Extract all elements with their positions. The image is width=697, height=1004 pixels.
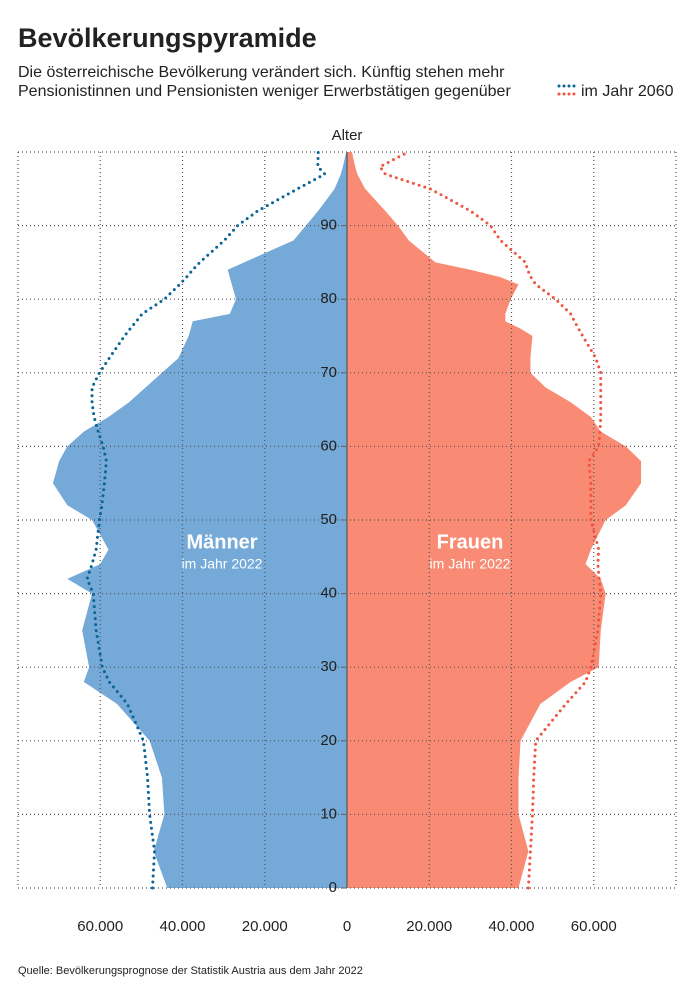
series-sublabel: im Jahr 2022 xyxy=(182,556,263,572)
y-tick-label: 20 xyxy=(320,732,337,749)
series-label: Frauen xyxy=(437,531,504,553)
y-tick-label: 70 xyxy=(320,364,337,381)
series-label: Männer xyxy=(186,531,257,553)
x-tick-label: 20.000 xyxy=(242,918,288,935)
y-axis-label: Alter xyxy=(332,127,363,144)
x-tick-label: 0 xyxy=(343,918,351,935)
x-tick-label: 60.000 xyxy=(77,918,123,935)
y-tick-label: 50 xyxy=(320,511,337,528)
legend-label: im Jahr 2060 xyxy=(581,83,674,100)
y-tick-label: 40 xyxy=(320,585,337,602)
y-tick-label: 30 xyxy=(320,658,337,675)
population-area xyxy=(52,152,348,888)
y-tick-label: 0 xyxy=(329,879,337,896)
y-tick-label: 10 xyxy=(320,805,337,822)
x-tick-label: 40.000 xyxy=(489,918,535,935)
series-sublabel: im Jahr 2022 xyxy=(430,556,511,572)
y-tick-label: 60 xyxy=(320,437,337,454)
chart-title: Bevölkerungspyramide xyxy=(18,23,317,53)
projection-line xyxy=(377,150,603,890)
projection-line xyxy=(85,150,328,890)
x-tick-label: 60.000 xyxy=(571,918,617,935)
chart-subtitle: Pensionistinnen und Pensionisten weniger… xyxy=(18,83,511,100)
y-tick-label: 80 xyxy=(320,290,337,307)
x-tick-label: 40.000 xyxy=(160,918,206,935)
source: Quelle: Bevölkerungsprognose der Statist… xyxy=(18,965,363,977)
chart-subtitle: Die österreichische Bevölkerung veränder… xyxy=(18,64,505,81)
x-tick-label: 20.000 xyxy=(406,918,452,935)
y-tick-label: 90 xyxy=(320,217,337,234)
